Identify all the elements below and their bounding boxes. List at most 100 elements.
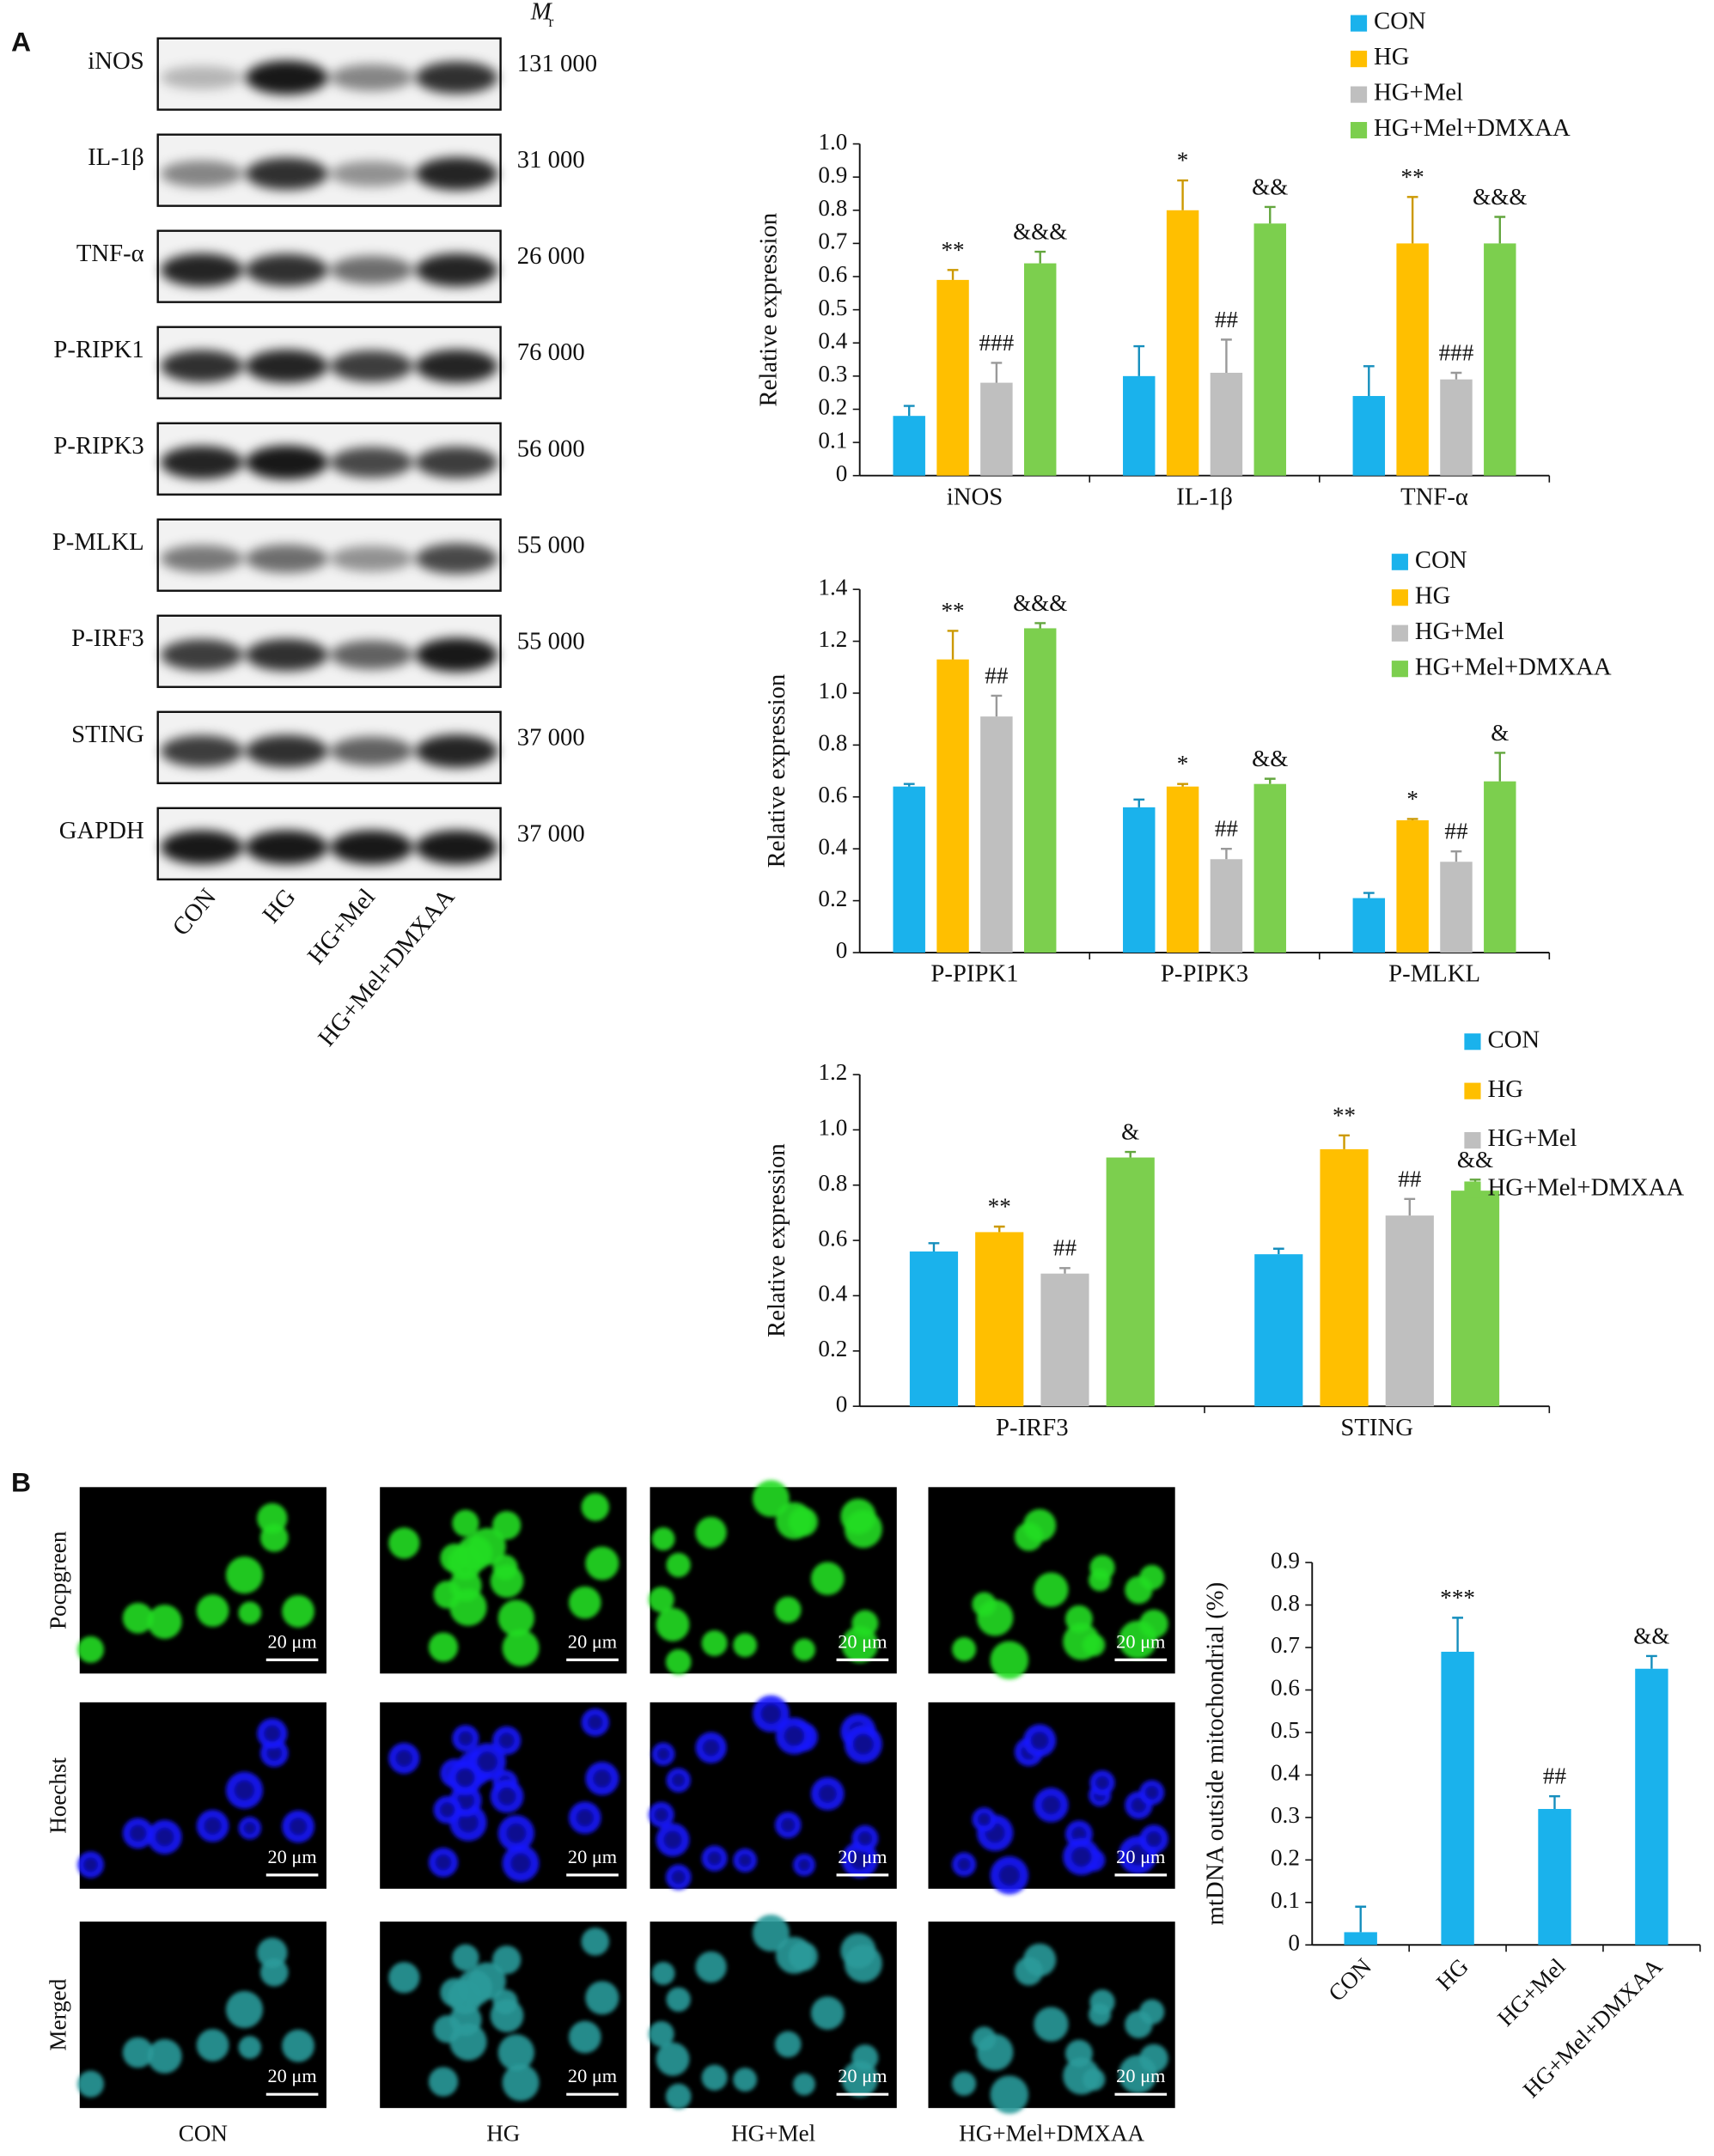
bar bbox=[1441, 1651, 1474, 1946]
y-tick-label: 0.4 bbox=[818, 327, 847, 353]
nucleus-core bbox=[593, 1769, 612, 1788]
bar bbox=[975, 1232, 1024, 1407]
cell bbox=[147, 1605, 182, 1640]
cell bbox=[433, 1580, 461, 1609]
x-tick-label: P-MLKL bbox=[1388, 960, 1480, 988]
bar bbox=[1484, 243, 1516, 476]
blot-label: IL-1β bbox=[88, 143, 144, 171]
legend-swatch bbox=[1464, 1132, 1481, 1149]
row-label: Pocpgreen bbox=[46, 1531, 71, 1629]
nucleus-core bbox=[1071, 1826, 1087, 1842]
legend-label: HG+Mel bbox=[1488, 1124, 1577, 1152]
bar bbox=[1320, 1148, 1369, 1407]
error-bar bbox=[1355, 1905, 1367, 1933]
y-tick-label: 0.5 bbox=[818, 295, 847, 320]
cells bbox=[388, 1928, 619, 2101]
y-tick-label: 0.2 bbox=[818, 1336, 847, 1361]
cell bbox=[147, 2038, 182, 2074]
blot-label: TNF-α bbox=[76, 240, 144, 267]
panel-label: A bbox=[11, 26, 31, 57]
cell bbox=[196, 1594, 229, 1628]
cells bbox=[648, 1914, 882, 2110]
y-tick-label: 0.4 bbox=[818, 1281, 847, 1306]
cells bbox=[952, 1508, 1168, 1680]
cell bbox=[452, 1944, 479, 1971]
panel-label: B bbox=[11, 1467, 31, 1498]
x-tick-label: CON bbox=[1323, 1953, 1376, 2007]
cell bbox=[452, 1509, 479, 1537]
cell bbox=[492, 1511, 522, 1540]
cell bbox=[775, 1936, 814, 1974]
cells bbox=[952, 1943, 1168, 2114]
y-tick-label: 0.1 bbox=[1271, 1887, 1300, 1913]
legend-label: HG+Mel bbox=[1374, 79, 1463, 107]
significance-label: ** bbox=[1333, 1102, 1356, 1128]
nucleus-core bbox=[234, 1780, 255, 1801]
nucleus-core bbox=[458, 1731, 473, 1746]
x-tick-label: P-IRF3 bbox=[996, 1414, 1069, 1441]
band bbox=[330, 640, 413, 670]
y-tick-label: 0.7 bbox=[1271, 1632, 1300, 1658]
cell bbox=[448, 1544, 483, 1580]
band bbox=[160, 735, 243, 767]
legend-swatch bbox=[1391, 624, 1408, 642]
cell bbox=[666, 1987, 691, 2013]
bar bbox=[1352, 898, 1386, 953]
y-tick-label: 0.6 bbox=[818, 782, 847, 807]
y-tick-label: 0.8 bbox=[818, 1170, 847, 1196]
significance-label: && bbox=[1252, 174, 1288, 199]
band bbox=[415, 253, 498, 287]
cell bbox=[810, 1562, 845, 1596]
significance-label: ## bbox=[1215, 816, 1239, 842]
blot-bands bbox=[160, 350, 498, 383]
cells bbox=[76, 1718, 315, 1879]
nucleus-core bbox=[707, 1851, 722, 1866]
cell bbox=[1034, 1572, 1069, 1607]
band bbox=[245, 638, 328, 672]
legend-label: HG+Mel+DMXAA bbox=[1374, 114, 1571, 142]
band bbox=[245, 350, 328, 383]
cell bbox=[448, 1979, 483, 2015]
band bbox=[245, 830, 328, 865]
cell bbox=[490, 1564, 524, 1599]
y-tick-label: 0.9 bbox=[818, 161, 847, 187]
significance-label: ** bbox=[941, 237, 964, 263]
error-bar bbox=[903, 783, 915, 787]
mr-label: 31 000 bbox=[517, 146, 585, 174]
bar bbox=[1123, 807, 1156, 953]
blot-bands bbox=[160, 60, 498, 95]
significance-label: &&& bbox=[1473, 184, 1527, 210]
error-bar bbox=[993, 1225, 1005, 1233]
nucleus-core bbox=[850, 1849, 870, 1870]
bar bbox=[1538, 1808, 1571, 1946]
error-bar bbox=[1059, 1267, 1070, 1274]
cell bbox=[238, 2036, 262, 2059]
cell bbox=[648, 1587, 674, 1613]
legend-swatch bbox=[1391, 661, 1408, 678]
bar bbox=[1344, 1932, 1377, 1946]
y-tick-label: 0.2 bbox=[818, 886, 847, 911]
y-tick-label: 0.8 bbox=[818, 730, 847, 756]
x-tick-label: STING bbox=[1340, 1414, 1413, 1441]
legend-swatch bbox=[1350, 51, 1368, 68]
error-bar bbox=[1363, 892, 1375, 898]
nucleus-core bbox=[671, 1870, 686, 1885]
significance-label: ### bbox=[1439, 339, 1474, 365]
nucleus-core bbox=[738, 1854, 752, 1867]
bar bbox=[1166, 210, 1199, 476]
band bbox=[415, 543, 498, 575]
blot-label: P-RIPK1 bbox=[53, 336, 143, 363]
nucleus-core bbox=[818, 1784, 837, 1803]
legend-label: CON bbox=[1415, 546, 1467, 574]
blot-bands bbox=[160, 445, 498, 480]
nucleus-core bbox=[780, 1818, 796, 1833]
cells bbox=[388, 1708, 619, 1882]
y-tick-label: 0.2 bbox=[1271, 1845, 1300, 1871]
cells bbox=[388, 1493, 619, 1667]
bar bbox=[980, 382, 1013, 476]
nucleus-core bbox=[506, 1823, 527, 1843]
significance-label: * bbox=[1177, 751, 1189, 777]
cell bbox=[775, 1501, 814, 1540]
y-tick-label: 0 bbox=[1288, 1929, 1300, 1955]
error-bar bbox=[1272, 1247, 1284, 1255]
